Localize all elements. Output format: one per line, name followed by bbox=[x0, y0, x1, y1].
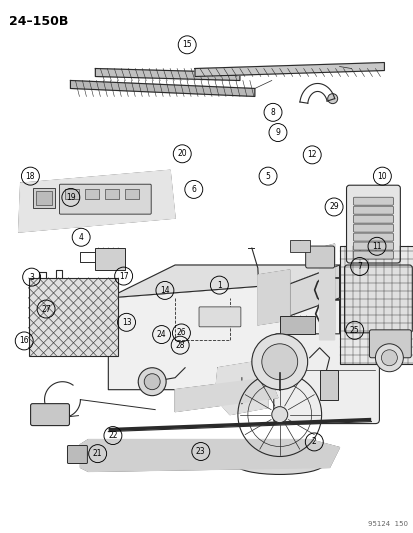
Circle shape bbox=[261, 344, 297, 379]
Text: 21: 21 bbox=[93, 449, 102, 458]
FancyBboxPatch shape bbox=[353, 233, 392, 241]
Text: 11: 11 bbox=[371, 242, 381, 251]
Text: 23: 23 bbox=[195, 447, 205, 456]
Circle shape bbox=[380, 350, 396, 366]
FancyBboxPatch shape bbox=[353, 251, 392, 259]
FancyBboxPatch shape bbox=[305, 246, 334, 268]
Polygon shape bbox=[195, 62, 384, 77]
Polygon shape bbox=[108, 284, 339, 390]
Circle shape bbox=[138, 368, 166, 395]
FancyBboxPatch shape bbox=[67, 446, 87, 464]
Text: 20: 20 bbox=[177, 149, 187, 158]
Circle shape bbox=[271, 407, 287, 423]
Text: 3: 3 bbox=[29, 273, 34, 281]
Polygon shape bbox=[19, 170, 175, 232]
Circle shape bbox=[327, 94, 337, 103]
Polygon shape bbox=[257, 270, 289, 325]
Bar bbox=[105, 189, 119, 199]
Text: 17: 17 bbox=[119, 272, 128, 280]
Polygon shape bbox=[175, 378, 277, 411]
Text: 19: 19 bbox=[66, 193, 76, 202]
Text: 4: 4 bbox=[78, 233, 83, 242]
Text: 27: 27 bbox=[41, 304, 51, 313]
Bar bbox=[339, 246, 413, 364]
Polygon shape bbox=[108, 265, 339, 298]
Text: 8: 8 bbox=[270, 108, 275, 117]
FancyBboxPatch shape bbox=[353, 215, 392, 223]
Bar bbox=[95, 248, 125, 270]
Text: 15: 15 bbox=[182, 41, 192, 50]
Text: 24: 24 bbox=[157, 330, 166, 339]
Text: 14: 14 bbox=[160, 286, 169, 295]
FancyBboxPatch shape bbox=[353, 242, 392, 250]
FancyBboxPatch shape bbox=[346, 185, 399, 263]
FancyBboxPatch shape bbox=[273, 334, 378, 424]
Text: 6: 6 bbox=[191, 185, 196, 194]
Text: 26: 26 bbox=[176, 328, 186, 337]
Bar bbox=[33, 188, 55, 208]
Text: 9: 9 bbox=[275, 128, 280, 137]
FancyBboxPatch shape bbox=[353, 206, 392, 214]
Circle shape bbox=[251, 334, 307, 390]
Bar bbox=[85, 189, 99, 199]
Text: 28: 28 bbox=[175, 341, 185, 350]
Text: 22: 22 bbox=[108, 431, 117, 440]
Polygon shape bbox=[319, 244, 334, 340]
FancyBboxPatch shape bbox=[368, 330, 411, 358]
Text: 95124  150: 95124 150 bbox=[368, 521, 407, 527]
FancyBboxPatch shape bbox=[59, 184, 151, 214]
Text: 24–150B: 24–150B bbox=[9, 15, 68, 28]
FancyBboxPatch shape bbox=[199, 307, 240, 327]
Polygon shape bbox=[70, 80, 254, 96]
Bar bbox=[36, 191, 51, 205]
Bar bbox=[28, 278, 118, 356]
Text: 2: 2 bbox=[311, 438, 316, 447]
Polygon shape bbox=[95, 69, 239, 80]
Text: 1: 1 bbox=[216, 280, 221, 289]
Text: 25: 25 bbox=[349, 326, 358, 335]
Bar bbox=[125, 189, 139, 199]
Text: 13: 13 bbox=[121, 318, 131, 327]
Circle shape bbox=[144, 374, 160, 390]
Polygon shape bbox=[80, 440, 339, 472]
Text: 16: 16 bbox=[19, 336, 29, 345]
Circle shape bbox=[375, 344, 402, 372]
FancyBboxPatch shape bbox=[344, 265, 411, 333]
Text: 29: 29 bbox=[328, 203, 338, 212]
Polygon shape bbox=[214, 362, 267, 415]
FancyBboxPatch shape bbox=[353, 197, 392, 205]
Text: 12: 12 bbox=[307, 150, 316, 159]
Bar bbox=[279, 316, 314, 334]
FancyBboxPatch shape bbox=[353, 224, 392, 232]
FancyBboxPatch shape bbox=[31, 403, 69, 425]
Bar bbox=[319, 370, 337, 400]
Text: 18: 18 bbox=[26, 172, 35, 181]
Bar bbox=[289, 240, 309, 252]
Text: 5: 5 bbox=[265, 172, 270, 181]
Text: 10: 10 bbox=[377, 172, 386, 181]
Ellipse shape bbox=[235, 455, 323, 474]
Polygon shape bbox=[289, 265, 339, 316]
Bar bbox=[65, 189, 79, 199]
Text: 7: 7 bbox=[356, 262, 361, 271]
